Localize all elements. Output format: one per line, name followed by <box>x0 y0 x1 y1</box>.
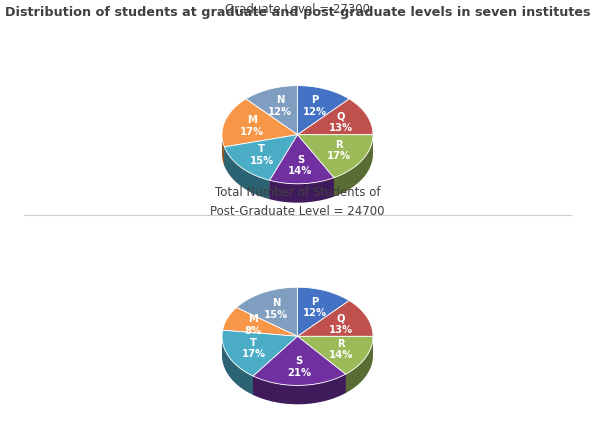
Polygon shape <box>298 301 373 336</box>
Ellipse shape <box>222 306 373 404</box>
Polygon shape <box>298 336 346 393</box>
Polygon shape <box>253 336 346 385</box>
Title: Total Number of Students of
Post-Graduate Level = 24700: Total Number of Students of Post-Graduat… <box>210 186 385 218</box>
Polygon shape <box>253 374 346 404</box>
Polygon shape <box>253 336 298 395</box>
Text: S
14%: S 14% <box>289 155 313 176</box>
Polygon shape <box>253 336 298 395</box>
Text: P
12%: P 12% <box>303 297 327 318</box>
Polygon shape <box>224 135 298 180</box>
Polygon shape <box>298 336 346 393</box>
Polygon shape <box>334 136 373 196</box>
Title: Total Number of Students of
Graduate Level = 27300: Total Number of Students of Graduate Lev… <box>215 0 380 16</box>
Polygon shape <box>223 308 298 336</box>
Polygon shape <box>298 99 373 135</box>
Ellipse shape <box>222 105 373 202</box>
Text: T
17%: T 17% <box>242 338 266 360</box>
Text: Distribution of students at graduate and post-graduate levels in seven institute: Distribution of students at graduate and… <box>5 6 590 19</box>
Text: N
15%: N 15% <box>264 298 288 320</box>
Polygon shape <box>222 330 298 376</box>
Polygon shape <box>236 287 298 336</box>
Text: R
17%: R 17% <box>327 140 350 161</box>
Polygon shape <box>222 136 224 166</box>
Polygon shape <box>270 178 334 202</box>
Polygon shape <box>298 135 334 196</box>
Polygon shape <box>298 135 334 196</box>
Polygon shape <box>222 99 298 147</box>
Polygon shape <box>298 287 349 336</box>
Polygon shape <box>346 337 373 393</box>
Text: Q
13%: Q 13% <box>329 112 353 133</box>
Polygon shape <box>270 135 334 184</box>
Text: Q
13%: Q 13% <box>329 313 353 335</box>
Polygon shape <box>224 147 270 199</box>
Text: N
12%: N 12% <box>268 95 292 117</box>
Polygon shape <box>222 336 253 395</box>
Text: T
15%: T 15% <box>250 144 274 166</box>
Polygon shape <box>298 86 349 135</box>
Text: P
12%: P 12% <box>303 95 327 117</box>
Polygon shape <box>298 135 373 178</box>
Text: S
21%: S 21% <box>287 356 311 378</box>
Text: R
14%: R 14% <box>328 339 353 360</box>
Polygon shape <box>224 135 298 166</box>
Polygon shape <box>298 336 373 374</box>
Text: M
8%: M 8% <box>245 314 262 336</box>
Polygon shape <box>246 86 298 135</box>
Polygon shape <box>224 135 298 166</box>
Polygon shape <box>270 135 298 199</box>
Polygon shape <box>270 135 298 199</box>
Text: M
17%: M 17% <box>240 115 264 137</box>
